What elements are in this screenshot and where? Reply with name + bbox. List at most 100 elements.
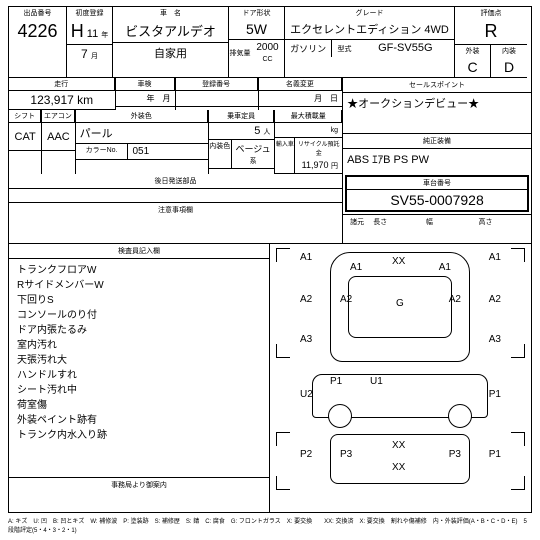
regchg-val <box>176 91 258 107</box>
hei: 高さ <box>476 215 530 229</box>
diag-u2: U2 <box>300 389 313 400</box>
diag-a2cr: A2 <box>449 294 461 305</box>
namechg-ym: 月 日 <box>259 91 342 107</box>
shift-label: シフト <box>9 110 41 123</box>
firstreg-label: 初度登録 <box>67 7 112 19</box>
colorno: 051 <box>128 144 207 159</box>
maxload-unit: kg <box>331 127 338 134</box>
car-name: ビスタアルデオ <box>113 19 228 42</box>
regchg-label: 登録番号 <box>176 78 258 91</box>
private: 自家用 <box>113 42 228 63</box>
insp-line: 天張汚れ大 <box>17 353 261 368</box>
diag-a1c: A1 <box>350 262 362 273</box>
diag-p1br: P1 <box>489 449 501 460</box>
oem-label: 純正装備 <box>343 133 531 149</box>
notes-label: 注意事項欄 <box>9 203 342 217</box>
diag-xx2: XX <box>392 440 405 451</box>
carname-label: 車 名 <box>113 7 228 19</box>
doors-label: ドア形状 <box>229 7 284 19</box>
year-suffix: 年 <box>101 32 108 39</box>
diag-xx3: XX <box>392 462 405 473</box>
insp-line: 外装ペイント跡有 <box>17 413 261 428</box>
diag-a2r: A2 <box>489 294 501 305</box>
disp-unit: CC <box>262 56 272 63</box>
cap: 5 <box>254 125 260 137</box>
diag-p2: P2 <box>300 449 312 460</box>
office-label: 事務局より御案内 <box>9 477 269 492</box>
diag-xx1: XX <box>392 256 405 267</box>
namechg-label: 名義変更 <box>259 78 342 91</box>
insp-line: RサイドメンバーW <box>17 278 261 293</box>
diag-p3: P3 <box>340 449 352 460</box>
afterparts-label: 後日発送部品 <box>9 174 342 189</box>
insp-line: ハンドルすれ <box>17 368 261 383</box>
year: 11 <box>87 28 98 40</box>
diag-p1: P1 <box>489 389 501 400</box>
recycle: 11,970 <box>302 160 329 170</box>
diag-a2c: A2 <box>340 294 352 305</box>
grade-label: グレード <box>285 7 454 19</box>
int-label: 内装 <box>491 45 527 57</box>
insp-line: 荷室傷 <box>17 398 261 413</box>
ac: AAC <box>42 123 74 151</box>
sales: ★オークションデビュー★ <box>343 93 531 133</box>
diag-a1cr: A1 <box>439 262 451 273</box>
fuel: ガソリン <box>285 40 332 57</box>
disp: 2000 <box>256 42 278 53</box>
score: R <box>455 19 527 44</box>
recycle-unit: 円 <box>331 163 338 170</box>
chassis: SV55-0007928 <box>347 190 527 210</box>
dims-label: 諸元 <box>343 215 371 229</box>
shift: CAT <box>9 123 41 151</box>
recycle-label: リサイクル預託金 <box>295 138 342 158</box>
lot-no: 4226 <box>9 19 66 44</box>
extcolor-label: 外装色 <box>76 110 208 123</box>
inspection-list: トランクフロアW RサイドメンバーW 下回りS コンソールのり付 ドア内張たるみ… <box>9 259 269 447</box>
odo: 123,917 km <box>9 91 115 110</box>
footer-legend: A: キズ U: 凹 B: 凹とキズ W: 補修波 P: 塗装跡 S: 補修歴 … <box>8 513 532 534</box>
insp-line: トランク内水入り跡 <box>17 428 261 443</box>
cap-unit: 人 <box>263 129 270 136</box>
insp-line: 室内汚れ <box>17 338 261 353</box>
import-label: 輸入車 <box>275 138 295 173</box>
ac-label: エアコン <box>42 110 74 123</box>
lot-label: 出品番号 <box>9 7 66 19</box>
doors: 5W <box>229 19 284 39</box>
intcolor-label: 内装色 <box>209 140 232 168</box>
insp-ym: 年 月 <box>116 91 175 107</box>
month-suffix: 月 <box>91 53 98 60</box>
ext-label: 外装 <box>455 45 490 57</box>
diag-a3: A3 <box>300 334 312 345</box>
ext-score: C <box>455 57 490 77</box>
oem: ABS ｴｱB PS PW <box>343 149 531 173</box>
grade: エクセレントエディション 4WD <box>285 19 454 39</box>
insp-line: トランクフロアW <box>17 263 261 278</box>
diag-g: G <box>396 298 404 309</box>
diag-a1: A1 <box>300 252 312 263</box>
diag-a1r: A1 <box>489 252 501 263</box>
diag-p1l: P1 <box>330 376 342 387</box>
sales-label: セールスポイント <box>343 78 531 93</box>
model: GF-SV55G <box>357 40 454 57</box>
insp-line: 下回りS <box>17 293 261 308</box>
intcolor: ベージュ <box>235 144 270 154</box>
insp-line: ドア内張たるみ <box>17 323 261 338</box>
intcolor-suffix: 系 <box>250 158 257 165</box>
insp-line: コンソールのり付 <box>17 308 261 323</box>
len: 長さ <box>371 215 424 229</box>
disp-label: 排気量 <box>229 40 251 66</box>
maxload-label: 最大積載量 <box>275 110 342 123</box>
extcolor: パール <box>76 123 208 144</box>
inspection-title: 検査員記入欄 <box>9 244 269 259</box>
cap-label: 乗車定員 <box>209 110 275 123</box>
wid: 幅 <box>424 215 477 229</box>
int-score: D <box>491 57 527 77</box>
insp-line: シート汚れ中 <box>17 383 261 398</box>
score-label: 評価点 <box>455 7 527 19</box>
diag-u1: U1 <box>370 376 383 387</box>
month: 7 <box>81 47 88 61</box>
era: H <box>71 21 84 41</box>
colorno-label: カラーNo. <box>76 144 129 159</box>
model-label: 型式 <box>332 40 356 57</box>
car-diagram: A1 A1 A1 A1 XX A2 A2 A2 A2 G A3 A3 U2 P1… <box>270 244 531 494</box>
